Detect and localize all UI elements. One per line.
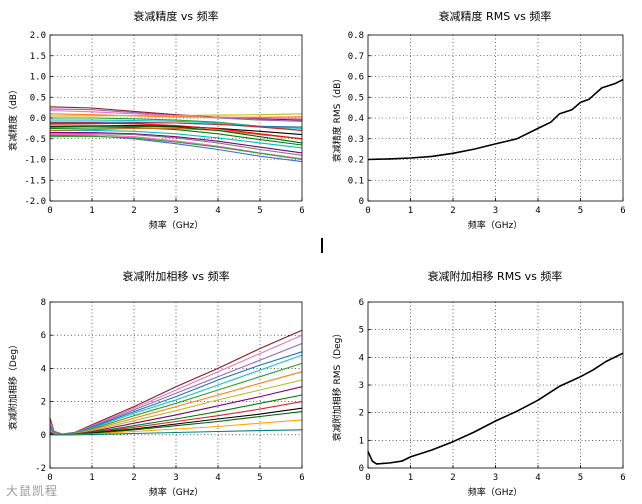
series-line-s20 xyxy=(50,122,303,140)
y-tick-label: 0.5 xyxy=(30,93,46,103)
chart-atten-accuracy: 衰减精度 vs 频率 频率（GHz） 衰减精度（dB） 0 1 2 3 4 5 6 -2.0 -… xyxy=(7,9,305,231)
y-tick-label: 0.4 xyxy=(348,114,364,124)
x-tick-label: 4 xyxy=(215,206,220,216)
x-tick-label: 1 xyxy=(89,206,94,216)
x-tick-label: 5 xyxy=(257,473,262,483)
x-tick-label: 6 xyxy=(299,206,304,216)
y-tick-label: -1.0 xyxy=(24,156,46,166)
y-tick-label: 2.0 xyxy=(30,31,46,41)
y-tick-label: 0.5 xyxy=(348,93,364,103)
series-line-s9 xyxy=(49,122,303,131)
y-tick-label: -1.5 xyxy=(24,176,46,186)
x-tick-label: 5 xyxy=(578,473,583,483)
x-tick-label: 6 xyxy=(299,473,304,483)
series-line-s12 xyxy=(50,129,303,149)
x-tick-label: 1 xyxy=(89,473,94,483)
x-axis-label: 频率（GHz） xyxy=(149,219,203,231)
x-tick-label: 4 xyxy=(215,473,220,483)
chart-phase-shift: 衰减附加相移 vs 频率 频率（GHz） 衰减附加相移（Deg） 0 1 2 3 4 5 6… xyxy=(7,269,305,498)
watermark-text: 大鼠凯程 xyxy=(6,484,59,498)
series-line-s18 xyxy=(49,127,303,140)
series-line-s11 xyxy=(49,126,303,146)
series-line-s1 xyxy=(49,106,303,121)
x-tick-label: 1 xyxy=(408,473,413,483)
series-line-rms xyxy=(367,78,624,161)
y-tick-label: 0.3 xyxy=(348,135,364,145)
y-tick-label: 4 xyxy=(359,353,364,363)
x-tick-label: 3 xyxy=(173,473,178,483)
x-tick-label: 0 xyxy=(365,206,370,216)
x-tick-label: 5 xyxy=(578,206,583,216)
y-tick-label: 1 xyxy=(359,436,364,446)
chart-atten-accuracy-rms: 衰减精度 RMS vs 频率 频率（GHz） 衰减精度 RMS（dB） 0 1 2 3… xyxy=(331,9,626,231)
y-tick-label: 4 xyxy=(41,364,46,374)
series-line-rms xyxy=(367,352,624,465)
x-tick-label: 3 xyxy=(493,473,498,483)
y-tick-label: 2 xyxy=(41,398,46,408)
series-line-s17 xyxy=(49,135,303,161)
x-tick-label: 0 xyxy=(365,473,370,483)
chart-title: 衰减附加相移 RMS vs 频率 xyxy=(428,269,563,283)
series-line-s5 xyxy=(50,113,303,117)
text-cursor-mark xyxy=(321,238,323,253)
x-tick-label: 2 xyxy=(450,206,455,216)
x-tick-label: 3 xyxy=(493,206,498,216)
y-tick-label: 0 xyxy=(41,431,46,441)
series-line-s14 xyxy=(49,132,303,156)
y-axis-label: 衰减精度（dB） xyxy=(7,85,19,151)
x-axis-label: 频率（GHz） xyxy=(149,486,203,498)
series-line-s13 xyxy=(50,131,303,154)
chart-title: 衰减附加相移 vs 频率 xyxy=(122,269,229,283)
y-tick-label: 1.0 xyxy=(30,73,46,83)
y-tick-label: 0.6 xyxy=(348,73,364,83)
x-tick-label: 2 xyxy=(131,206,136,216)
y-tick-label: -0.5 xyxy=(24,135,46,145)
y-tick-label: 0.2 xyxy=(348,156,364,166)
x-tick-label: 4 xyxy=(535,206,540,216)
y-tick-label: 8 xyxy=(41,298,46,308)
chart-phase-shift-rms: 衰减附加相移 RMS vs 频率 频率（GHz） 衰减附加相移 RMS（Deg）… xyxy=(331,269,626,498)
x-tick-label: 6 xyxy=(620,206,625,216)
x-tick-label: 5 xyxy=(257,206,262,216)
x-tick-label: 3 xyxy=(173,206,178,216)
y-axis-label: 衰减附加相移（Deg） xyxy=(7,340,19,430)
x-tick-label: 0 xyxy=(47,473,52,483)
y-tick-label: -2 xyxy=(35,464,46,474)
x-tick-label: 2 xyxy=(450,473,455,483)
y-tick-label: 2 xyxy=(359,409,364,419)
y-tick-label: 3 xyxy=(359,381,364,391)
x-tick-label: 2 xyxy=(131,473,136,483)
series-line-p15 xyxy=(49,429,303,436)
y-tick-label: 6 xyxy=(359,298,364,308)
x-axis-label: 频率（GHz） xyxy=(468,219,522,231)
y-tick-label: 1.5 xyxy=(30,52,46,62)
chart-title: 衰减精度 vs 频率 xyxy=(133,9,218,23)
y-axis-label: 衰减精度 RMS（dB） xyxy=(331,74,343,162)
series-line-s19 xyxy=(49,125,303,144)
x-tick-label: 0 xyxy=(47,206,52,216)
x-axis-label: 频率（GHz） xyxy=(468,486,522,498)
y-tick-label: 0 xyxy=(359,464,364,474)
x-tick-label: 1 xyxy=(408,206,413,216)
y-axis-label: 衰减附加相移 RMS（Deg） xyxy=(331,329,343,442)
series-line-s4 xyxy=(49,113,303,118)
y-tick-label: 0.0 xyxy=(30,114,46,124)
x-tick-label: 6 xyxy=(620,473,625,483)
y-tick-label: 0.1 xyxy=(348,176,364,186)
y-tick-label: 6 xyxy=(41,331,46,341)
y-tick-label: 0 xyxy=(359,197,364,207)
y-tick-label: -2.0 xyxy=(24,197,46,207)
y-tick-label: 5 xyxy=(359,326,364,336)
chart-title: 衰减精度 RMS vs 频率 xyxy=(439,9,552,23)
x-tick-label: 4 xyxy=(535,473,540,483)
y-tick-label: 0.7 xyxy=(348,52,364,62)
y-tick-label: 0.8 xyxy=(348,31,364,41)
